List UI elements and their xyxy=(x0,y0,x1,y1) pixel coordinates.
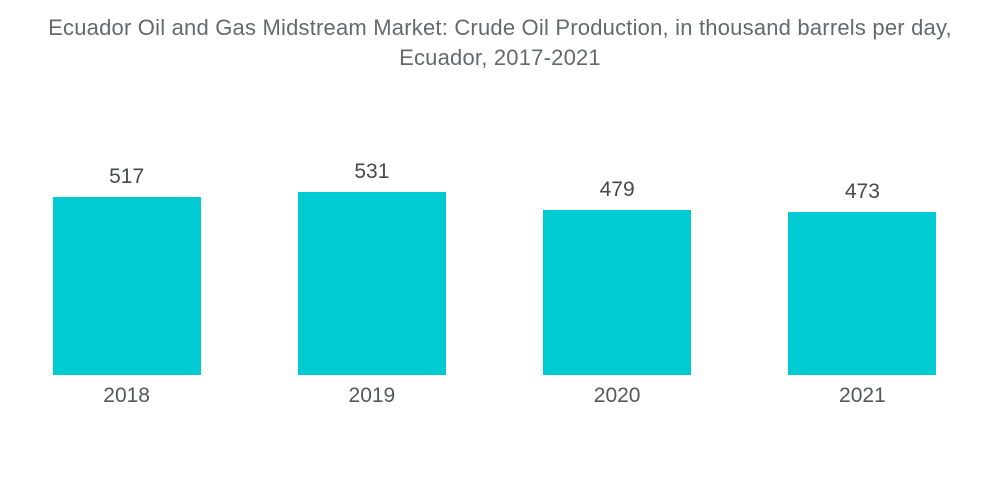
chart-title-line2: Ecuador, 2017-2021 xyxy=(399,45,601,70)
category-label: 2020 xyxy=(593,384,641,407)
bar-column-2020: 479 2020 xyxy=(495,150,740,410)
plot-area: 517 2018 531 2019 479 2020 473 2021 xyxy=(4,150,985,410)
value-label: 473 xyxy=(844,180,880,203)
bar-2021 xyxy=(788,212,937,375)
category-label: 2018 xyxy=(103,384,150,407)
bar-column-2021: 473 2021 xyxy=(740,150,985,410)
chart-title-line1: Ecuador Oil and Gas Midstream Market: Cr… xyxy=(48,15,952,40)
category-label: 2021 xyxy=(839,384,886,407)
value-label: 479 xyxy=(599,178,635,201)
bar-column-2018: 517 2018 xyxy=(4,150,249,410)
chart-title: Ecuador Oil and Gas Midstream Market: Cr… xyxy=(0,13,1000,73)
value-label: 531 xyxy=(354,160,390,183)
value-label: 517 xyxy=(109,165,145,188)
bar-column-2019: 531 2019 xyxy=(249,150,494,410)
bar-2019 xyxy=(297,192,446,375)
bar-2018 xyxy=(52,197,201,375)
category-label: 2019 xyxy=(348,384,396,407)
bar-2020 xyxy=(543,210,692,375)
